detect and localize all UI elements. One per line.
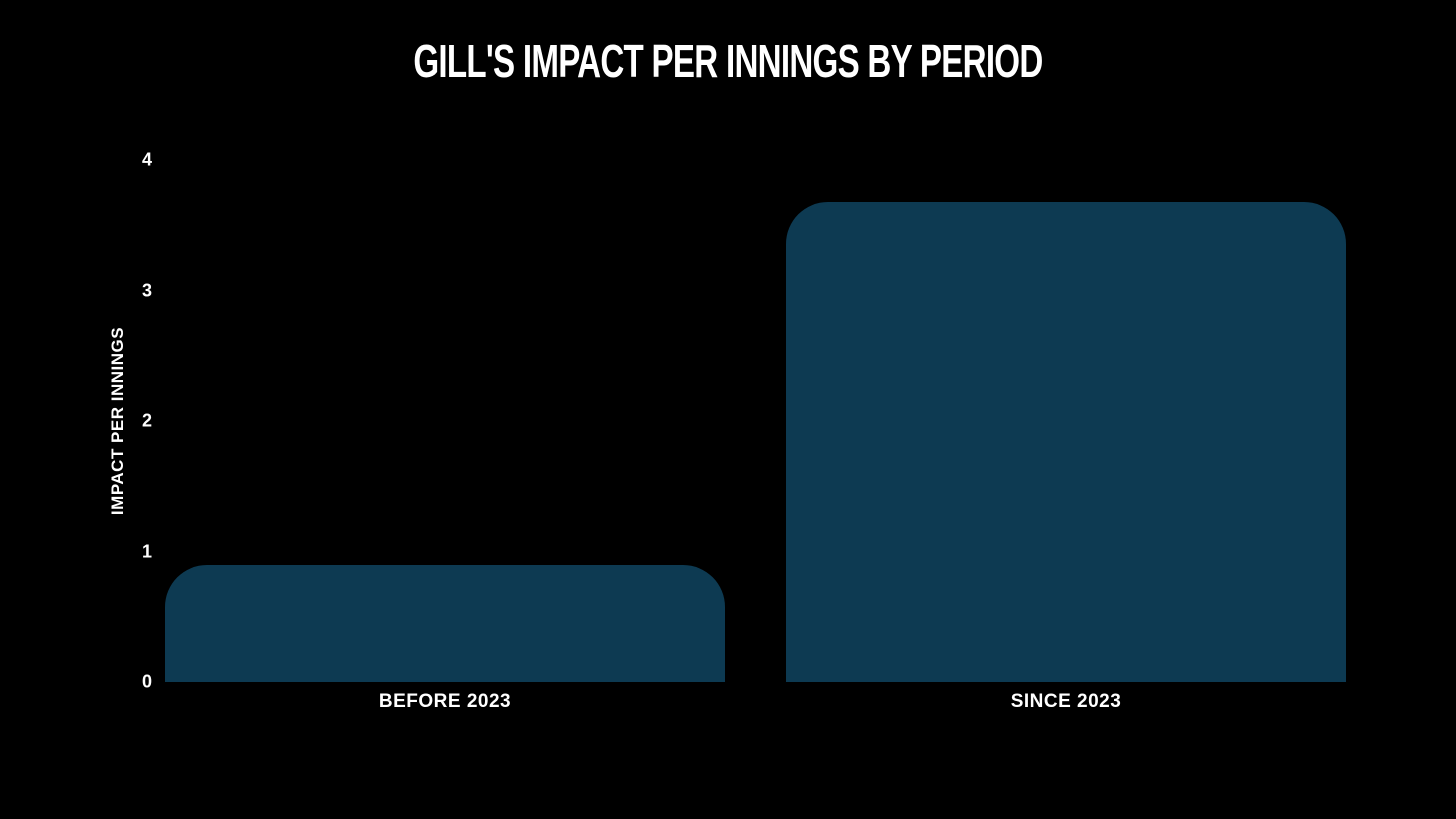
bar-before-2023 <box>165 565 725 682</box>
y-tick-label-0: 0 <box>141 671 152 692</box>
x-tick-label-before-2023: BEFORE 2023 <box>378 691 512 712</box>
y-tick-label-2: 2 <box>141 410 152 431</box>
y-tick-label-4: 4 <box>141 149 152 170</box>
bar-since-2023 <box>786 202 1346 682</box>
x-tick-label-since-2023: SINCE 2023 <box>1010 691 1122 712</box>
y-tick-label-1: 1 <box>141 541 152 561</box>
y-tick-label-3: 3 <box>141 280 152 300</box>
chart-title-row: GILL'S IMPACT PER INNINGS BY PERIOD <box>0 34 1456 88</box>
chart-title: GILL'S IMPACT PER INNINGS BY PERIOD <box>413 35 1043 87</box>
